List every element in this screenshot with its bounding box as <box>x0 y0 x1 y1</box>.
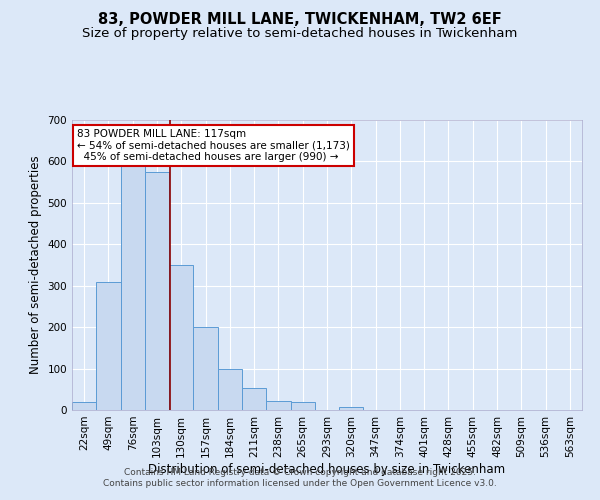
Bar <box>242 388 266 410</box>
Bar <box>96 282 121 410</box>
Bar <box>290 402 315 410</box>
Text: Contains HM Land Registry data © Crown copyright and database right 2025.
Contai: Contains HM Land Registry data © Crown c… <box>103 468 497 487</box>
Y-axis label: Number of semi-detached properties: Number of semi-detached properties <box>29 156 42 374</box>
Bar <box>193 327 218 410</box>
Text: 83, POWDER MILL LANE, TWICKENHAM, TW2 6EF: 83, POWDER MILL LANE, TWICKENHAM, TW2 6E… <box>98 12 502 28</box>
Bar <box>121 166 145 410</box>
Bar <box>266 401 290 410</box>
Bar <box>72 402 96 410</box>
Text: Size of property relative to semi-detached houses in Twickenham: Size of property relative to semi-detach… <box>82 28 518 40</box>
Bar <box>169 265 193 410</box>
Bar <box>218 368 242 410</box>
Bar <box>145 172 169 410</box>
Bar <box>339 406 364 410</box>
X-axis label: Distribution of semi-detached houses by size in Twickenham: Distribution of semi-detached houses by … <box>148 462 506 475</box>
Text: 83 POWDER MILL LANE: 117sqm
← 54% of semi-detached houses are smaller (1,173)
  : 83 POWDER MILL LANE: 117sqm ← 54% of sem… <box>77 128 350 162</box>
